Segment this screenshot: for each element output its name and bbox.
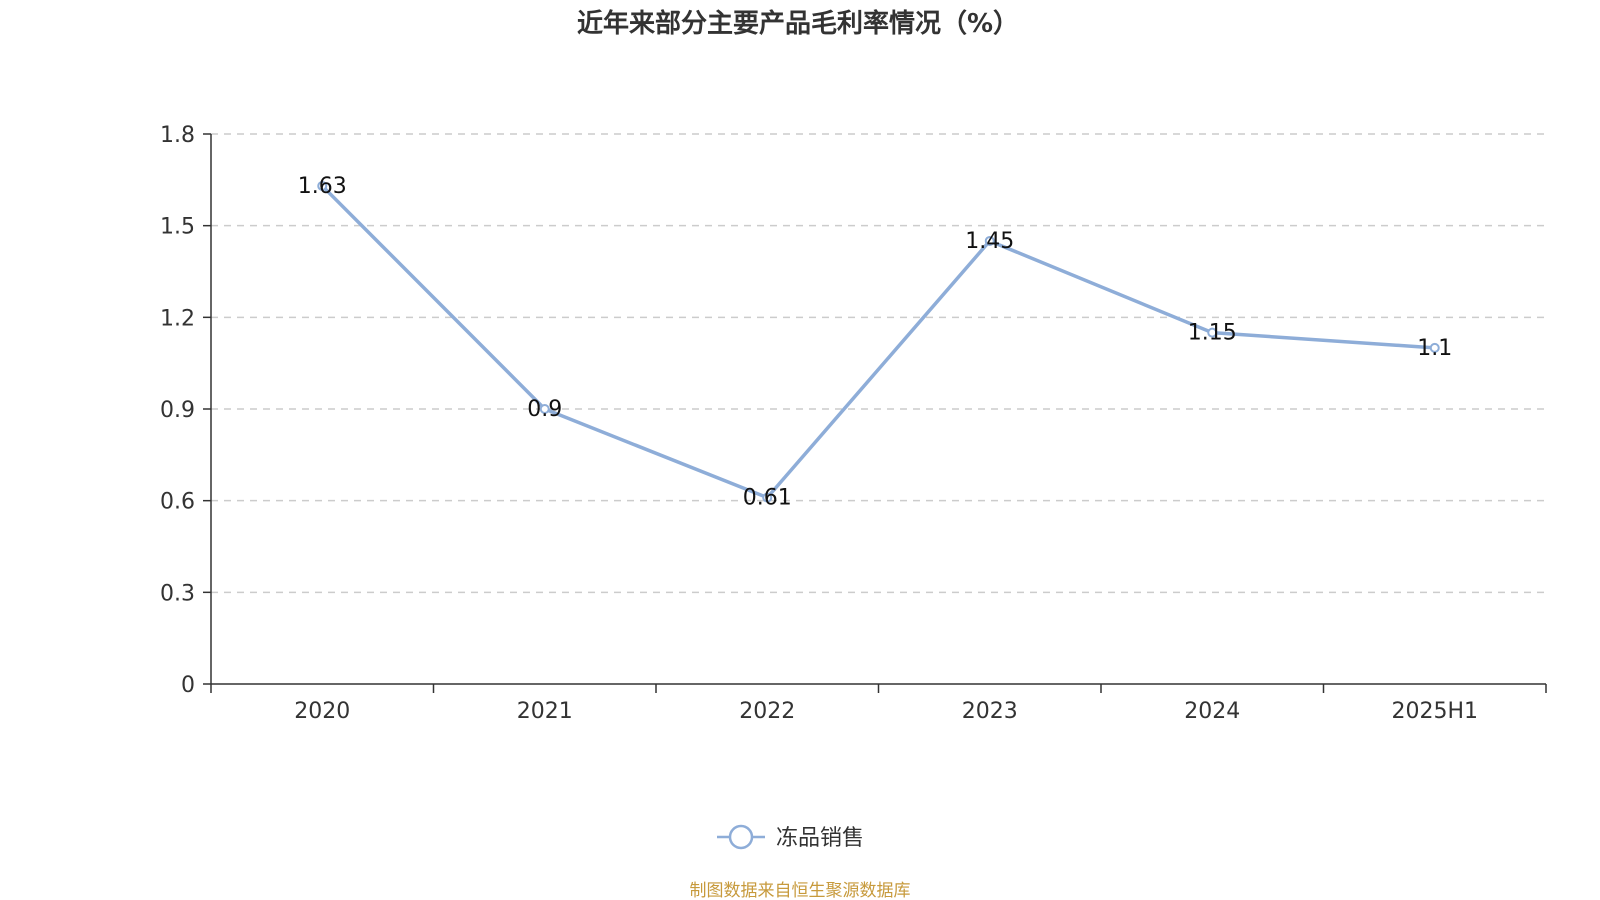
data-point[interactable]: [539, 404, 550, 414]
data-point[interactable]: [317, 180, 328, 191]
legend-label[interactable]: 冻品销售: [776, 826, 864, 851]
data-points: [317, 180, 1440, 503]
y-tick-label: 1.5: [160, 215, 195, 240]
y-tick-label: 0.9: [160, 398, 195, 423]
y-tick-label: 0.6: [160, 490, 195, 515]
legend-circle-marker[interactable]: [728, 824, 754, 850]
x-tick-label: 2020: [294, 699, 350, 724]
y-tick-label: 1.2: [160, 306, 195, 331]
series-line: [321, 184, 1435, 500]
data-label: 1.45: [965, 229, 1014, 254]
data-point[interactable]: [762, 492, 773, 503]
x-tick-label: 2022: [739, 699, 795, 724]
series-lines: [321, 184, 1435, 500]
x-tick-label: 2021: [517, 699, 573, 724]
legend[interactable]: 冻品销售: [717, 824, 864, 851]
x-axis-tick-labels: 2020 2021 2022 2023 2024 2025H1: [294, 699, 1478, 724]
data-label: 0.61: [743, 486, 792, 511]
axes: [203, 133, 1547, 693]
data-label: 1.15: [1188, 321, 1237, 346]
grid-lines: [211, 133, 1546, 594]
chart-title: 近年来部分主要产品毛利率情况（%）: [577, 8, 1019, 39]
x-tick-label: 2023: [962, 699, 1018, 724]
data-label: 1.63: [298, 174, 347, 199]
y-axis-tick-labels: 0 0.3 0.6 0.9 1.2 1.5 1.8: [160, 123, 195, 698]
y-tick-label: 0.3: [160, 581, 195, 606]
x-tick-label: 2025H1: [1391, 699, 1478, 724]
data-point[interactable]: [984, 235, 995, 246]
data-point[interactable]: [1429, 342, 1440, 353]
data-labels: 1.63 0.9 0.61 1.45 1.15 1.1: [298, 174, 1452, 511]
data-source-note: 制图数据来自恒生聚源数据库: [690, 881, 911, 900]
data-point[interactable]: [1207, 327, 1218, 338]
y-tick-label: 1.8: [160, 123, 195, 148]
data-label: 1.1: [1417, 336, 1452, 361]
x-tick-label: 2024: [1184, 699, 1240, 724]
y-tick-label: 0: [181, 673, 195, 698]
data-label: 0.9: [527, 397, 562, 422]
